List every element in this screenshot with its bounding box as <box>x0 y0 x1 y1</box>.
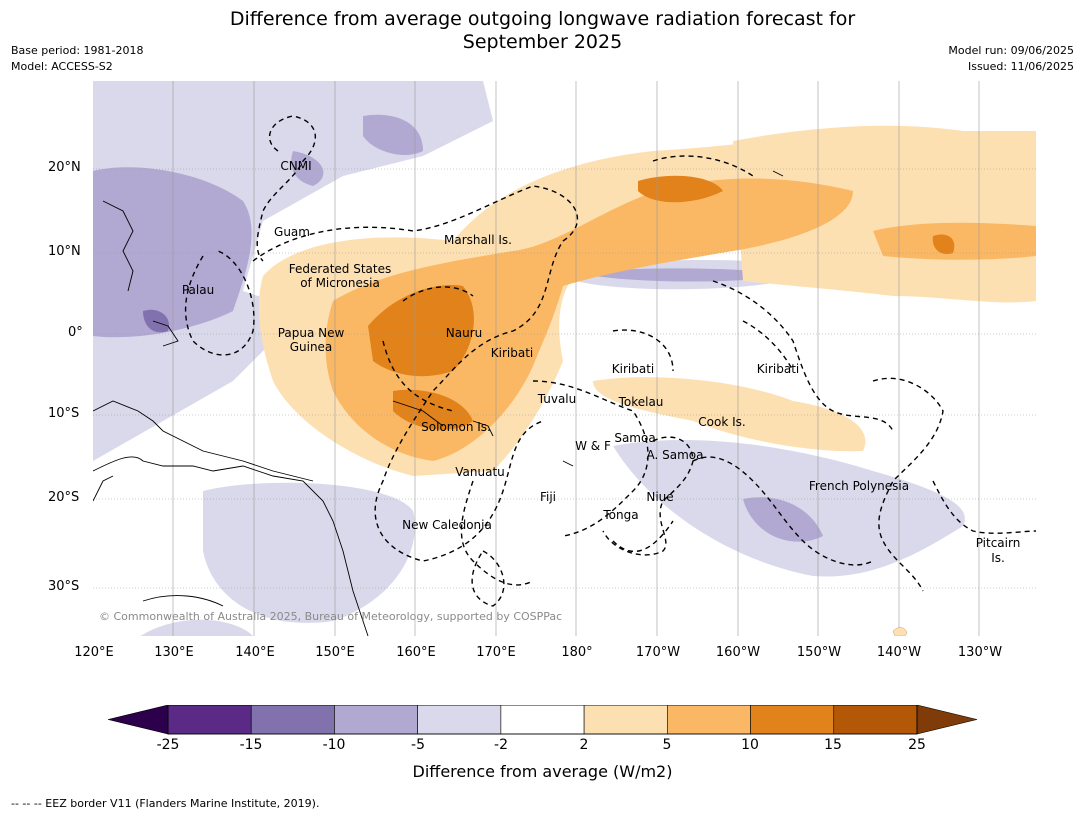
lon-label-150w: 150°W <box>796 645 842 660</box>
colorbar-segment <box>667 705 751 735</box>
chart-title: Difference from average outgoing longwav… <box>0 8 1085 54</box>
place-marshall-islands: Marshall Is. <box>444 233 512 247</box>
meta-left: Base period: 1981-2018 Model: ACCESS-S2 <box>11 43 143 75</box>
place-new-caledonia: New Caledonia <box>402 518 492 532</box>
place-tokelau: Tokelau <box>618 395 664 409</box>
colorbar-label-0: -25 <box>156 737 180 753</box>
place-niue: Niue <box>646 490 674 504</box>
colorbar-segment <box>500 705 585 735</box>
place-wallis-futuna: W & F <box>575 439 611 453</box>
place-png-line2: Guinea <box>289 340 333 354</box>
lon-label-130e: 130°E <box>154 645 194 660</box>
lon-label-180: 180° <box>561 645 593 660</box>
eez-footnote: -- -- -- EEZ border V11 (Flanders Marine… <box>11 797 320 810</box>
lon-label-170e: 170°E <box>476 645 516 660</box>
colorbar-segment <box>167 705 252 735</box>
meta-right: Model run: 09/06/2025 Issued: 11/06/2025 <box>948 43 1074 75</box>
lon-label-130w: 130°W <box>957 645 1003 660</box>
lat-label-20s: 20°S <box>48 490 80 505</box>
anomaly-dark-orange <box>368 175 955 430</box>
lat-label-10n: 10°N <box>48 244 81 259</box>
map-canvas <box>93 81 1036 636</box>
place-kiribati-east: Kiribati <box>756 362 800 376</box>
place-solomon-islands: Solomon Is. <box>421 420 491 434</box>
place-tuvalu: Tuvalu <box>537 392 577 406</box>
place-cook-islands: Cook Is. <box>698 415 746 429</box>
anomaly-medium-orange <box>325 178 1036 461</box>
colorbar-frame <box>167 705 918 735</box>
colorbar-over-arrow <box>916 705 978 735</box>
issued-date: Issued: 11/06/2025 <box>967 60 1074 73</box>
place-fiji: Fiji <box>539 490 557 504</box>
colorbar-under-arrow <box>108 705 169 735</box>
place-pitcairn-line1: Pitcairn <box>975 536 1021 550</box>
model-run: Model run: 09/06/2025 <box>948 44 1074 57</box>
place-french-polynesia: French Polynesia <box>808 479 910 493</box>
colorbar-segment <box>417 705 502 735</box>
colorbar-segment <box>833 705 918 735</box>
coastlines <box>93 170 784 636</box>
place-kiribati-west: Kiribati <box>490 346 534 360</box>
place-samoa: Samoa <box>614 431 656 445</box>
colorbar-label-9: 25 <box>908 737 926 753</box>
colorbar-segments <box>167 705 918 735</box>
lon-label-150e: 150°E <box>315 645 355 660</box>
anomaly-medium-purple <box>93 114 823 542</box>
base-period: Base period: 1981-2018 <box>11 44 144 57</box>
colorbar-segment <box>750 705 835 735</box>
place-pitcairn-line2: Is. <box>991 551 1005 565</box>
colorbar-title: Difference from average (W/m2) <box>412 762 673 781</box>
eez-borders <box>185 115 1036 607</box>
place-cnmi: CNMI <box>280 159 312 173</box>
anomaly-small-patch <box>892 627 908 636</box>
lon-label-160w: 160°W <box>715 645 761 660</box>
colorbar <box>108 705 978 735</box>
colorbar-label-5: 2 <box>579 737 589 753</box>
lat-label-equator: 0° <box>68 325 83 340</box>
place-micronesia-line1: Federated States <box>288 262 392 276</box>
colorbar-label-6: 5 <box>662 737 672 753</box>
lon-label-160e: 160°E <box>396 645 436 660</box>
colorbar-label-8: 15 <box>824 737 842 753</box>
lon-label-170w: 170°W <box>635 645 681 660</box>
colorbar-segment <box>334 705 418 735</box>
place-palau: Palau <box>181 283 215 297</box>
place-guam: Guam <box>274 225 310 239</box>
lon-label-120e: 120°E <box>74 645 114 660</box>
lon-label-140e: 140°E <box>235 645 275 660</box>
lat-label-20n: 20°N <box>48 160 81 175</box>
gridlines <box>93 81 1036 636</box>
place-micronesia-line2: of Micronesia <box>300 276 380 290</box>
colorbar-label-4: -2 <box>494 737 508 753</box>
copyright-notice: © Commonwealth of Australia 2025, Bureau… <box>99 610 563 623</box>
place-kiribati-central: Kiribati <box>611 362 655 376</box>
lat-label-30s: 30°S <box>48 579 80 594</box>
place-american-samoa: A. Samoa <box>646 448 704 462</box>
place-tonga: Tonga <box>603 508 639 522</box>
lat-label-10s: 10°S <box>48 406 80 421</box>
map-panel <box>93 81 1036 636</box>
colorbar-label-3: -5 <box>411 737 425 753</box>
colorbar-segment <box>583 705 668 735</box>
title-line-1: Difference from average outgoing longwav… <box>229 8 856 30</box>
model-name: Model: ACCESS-S2 <box>11 60 113 73</box>
lon-label-140w: 140°W <box>876 645 922 660</box>
colorbar-label-2: -10 <box>322 737 346 753</box>
place-png-line1: Papua New <box>277 326 345 340</box>
place-nauru: Nauru <box>445 326 483 340</box>
anomaly-dark-purple <box>143 309 169 333</box>
colorbar-segment <box>250 705 335 735</box>
title-line-2: September 2025 <box>462 31 623 53</box>
colorbar-label-7: 10 <box>741 737 759 753</box>
place-vanuatu: Vanuatu <box>455 465 505 479</box>
colorbar-label-1: -15 <box>239 737 263 753</box>
